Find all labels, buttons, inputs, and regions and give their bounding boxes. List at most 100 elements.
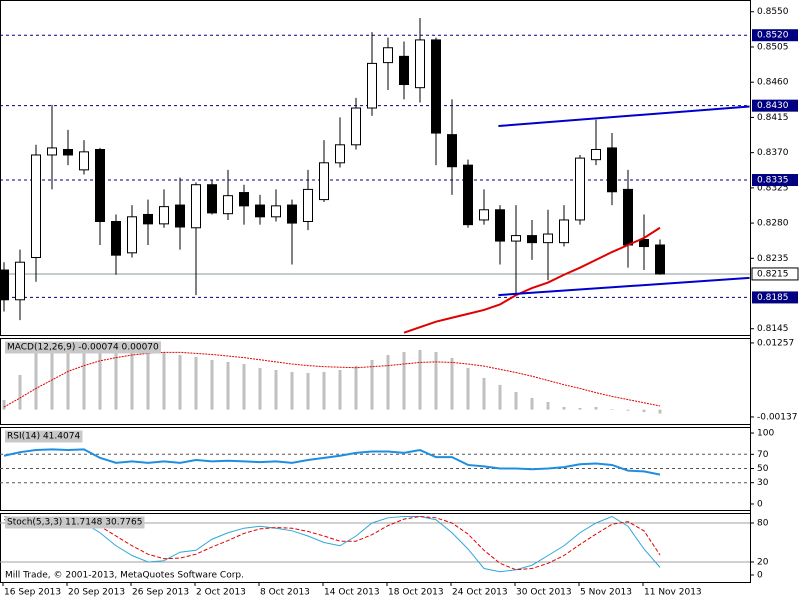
candle-body	[335, 144, 345, 164]
macd-bar	[34, 349, 38, 410]
candle-body	[287, 204, 297, 224]
candle-body	[319, 162, 329, 201]
candle-body	[47, 147, 57, 156]
y-tick-label: 70	[757, 450, 769, 460]
trend-line	[498, 276, 750, 297]
candle-body	[303, 188, 313, 223]
indicator-title-bg	[5, 430, 83, 443]
y-tick-label: 0.8235	[757, 254, 789, 264]
macd-bar	[82, 347, 86, 410]
macd-bar	[386, 354, 390, 410]
macd-bar	[450, 357, 454, 410]
macd-bar	[434, 351, 438, 410]
macd-bar	[66, 344, 70, 410]
candle-body	[527, 235, 537, 244]
candle-body	[543, 233, 553, 244]
macd-bar	[546, 401, 550, 410]
x-tick-label: 24 Oct 2013	[452, 588, 508, 598]
candle-body	[207, 184, 217, 214]
macd-bar	[642, 409, 646, 413]
macd-bar	[146, 351, 150, 410]
y-tick-label: 0	[757, 570, 763, 580]
candle-body	[95, 148, 105, 223]
candle-body	[271, 205, 281, 218]
candle-body	[383, 47, 393, 64]
last-price-label-bg	[751, 267, 799, 281]
indicator-title: Stoch(5,3,3) 11.7148 30.7765	[7, 518, 142, 528]
candle-body	[63, 148, 73, 156]
macd-bar	[482, 377, 486, 410]
y-tick-label: 0.01257	[757, 338, 794, 348]
x-tick-label: 5 Nov 2013	[580, 588, 632, 598]
candle-body	[367, 62, 377, 109]
x-tick-label: 16 Sep 2013	[4, 588, 61, 598]
indicator-plot	[0, 448, 750, 484]
candle-body	[575, 157, 585, 221]
candle-body	[159, 206, 169, 225]
candle-body	[223, 195, 233, 215]
macd-bar	[18, 374, 22, 410]
macd-bar	[402, 351, 406, 410]
candle-body	[607, 147, 617, 193]
y-tick-label: 50	[757, 464, 769, 474]
indicator-title-bg	[5, 516, 145, 529]
level-label-bg	[752, 174, 798, 187]
macd-bar	[562, 406, 566, 410]
price-plot	[0, 18, 750, 334]
candle-body	[399, 55, 409, 86]
x-tick-label: 26 Sep 2013	[132, 588, 189, 598]
macd-bar	[578, 407, 582, 410]
macd-bar	[242, 363, 246, 410]
indicator-line	[3, 448, 661, 476]
macd-bar	[530, 397, 534, 410]
candle-body	[31, 154, 41, 259]
candle-body	[623, 188, 633, 246]
macd-bar	[658, 409, 662, 414]
candle-body	[255, 204, 265, 218]
level-label-bg	[752, 99, 798, 112]
macd-bar	[114, 352, 118, 410]
last-price-label: 0.8215	[757, 269, 789, 279]
level-label-bg	[752, 291, 798, 304]
copyright: Mill Trade, © 2001-2013, MetaQuotes Soft…	[5, 571, 244, 581]
candle-body	[0, 269, 9, 301]
macd-bar	[354, 365, 358, 410]
macd-plot	[2, 342, 662, 414]
level-label: 0.8520	[757, 31, 789, 41]
y-tick-label: 0.8325	[757, 183, 789, 193]
level-label: 0.8185	[757, 293, 789, 303]
candle-body	[15, 261, 25, 301]
candle-body	[79, 151, 89, 171]
candle-body	[591, 148, 601, 161]
y-tick-label: 30	[757, 478, 769, 488]
y-tick-label: 80	[757, 519, 769, 529]
indicator-line	[3, 515, 661, 573]
macd-bar	[274, 369, 278, 410]
y-tick-label: 0.8280	[757, 219, 789, 229]
y-tick-label: 20	[757, 557, 769, 567]
x-tick-label: 14 Oct 2013	[324, 588, 380, 598]
macd-bar	[626, 409, 630, 411]
candle-body	[639, 239, 649, 248]
candle-body	[511, 235, 521, 242]
candle-body	[463, 164, 473, 226]
macd-signal	[3, 351, 661, 408]
macd-bar	[514, 391, 518, 410]
candle-body	[239, 192, 249, 207]
y-tick-label: 100	[757, 429, 774, 439]
macd-bar	[610, 409, 614, 410]
candle-body	[143, 213, 153, 225]
candle-body	[127, 216, 137, 254]
macd-bar	[306, 372, 310, 410]
candle-body	[415, 39, 425, 89]
level-label: 0.8430	[757, 101, 789, 111]
x-tick-label: 8 Oct 2013	[260, 588, 310, 598]
macd-bar	[338, 369, 342, 410]
candle-body	[191, 184, 201, 229]
y-tick-label: 0.8460	[757, 78, 789, 88]
x-tick-label: 2 Oct 2013	[196, 588, 246, 598]
moving-average	[403, 226, 661, 334]
y-tick-label: 0.8370	[757, 148, 789, 158]
candle-body	[655, 244, 665, 275]
